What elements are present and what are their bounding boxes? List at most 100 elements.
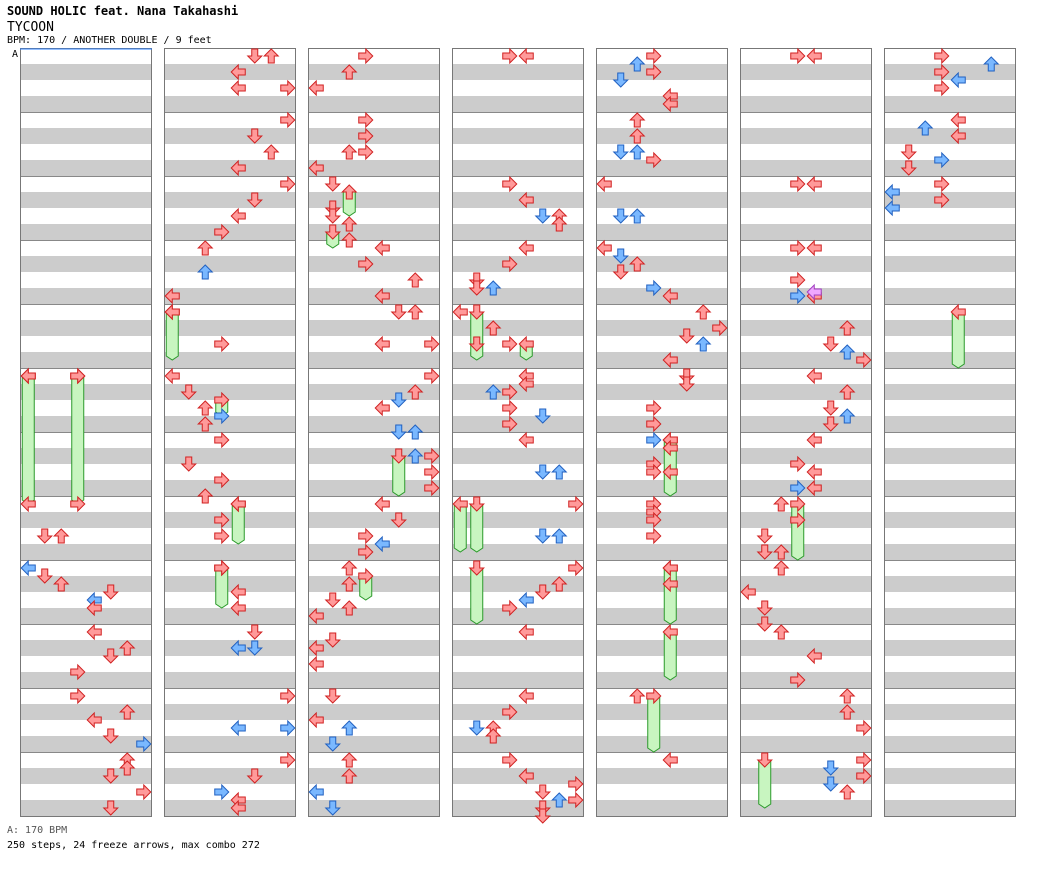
- step-arrow-down: [468, 280, 485, 296]
- step-arrow-left: [20, 367, 36, 385]
- step-arrow-right: [424, 479, 440, 497]
- freeze-arrow-down: [470, 567, 484, 625]
- beat-stripe: [596, 256, 728, 272]
- step-arrow-left: [86, 711, 102, 729]
- step-arrow-right: [424, 463, 440, 481]
- beat-stripe: [884, 512, 1016, 528]
- step-arrow-right: [502, 599, 518, 617]
- beat-stripe: [164, 224, 296, 240]
- beat-stripe: [452, 192, 584, 208]
- step-arrow-down: [612, 144, 629, 160]
- step-arrow-down: [324, 176, 341, 192]
- step-arrow-right: [646, 415, 662, 433]
- step-arrow-left: [230, 639, 246, 657]
- beat-stripe: [164, 128, 296, 144]
- beat-stripe: [20, 672, 152, 688]
- beat-stripe: [740, 352, 872, 368]
- beat-stripe: [164, 256, 296, 272]
- beat-stripe: [164, 96, 296, 112]
- step-arrow-left: [518, 591, 534, 609]
- step-arrow-up: [629, 144, 646, 160]
- step-arrow-right: [646, 463, 662, 481]
- beat-stripe: [308, 576, 440, 592]
- step-arrow-down: [822, 416, 839, 432]
- beat-stripe: [164, 64, 296, 80]
- step-arrow-right: [358, 255, 374, 273]
- beat-stripe: [20, 608, 152, 624]
- beat-stripe: [164, 608, 296, 624]
- bpm-marker: A: [12, 49, 18, 60]
- step-arrow-right: [358, 111, 374, 129]
- step-arrow-up: [263, 144, 280, 160]
- step-arrow-down: [324, 592, 341, 608]
- chart-column: [452, 48, 584, 817]
- beat-stripe: [596, 224, 728, 240]
- step-arrow-down: [612, 208, 629, 224]
- beat-stripe: [740, 64, 872, 80]
- beat-stripe: [20, 320, 152, 336]
- step-arrow-left: [662, 351, 678, 369]
- beat-stripe: [740, 640, 872, 656]
- step-arrow-right: [934, 47, 950, 65]
- beat-stripe: [20, 448, 152, 464]
- beat-stripe: [596, 416, 728, 432]
- freeze-head-up: [341, 184, 358, 200]
- beat-stripe: [596, 544, 728, 560]
- beat-stripe: [164, 480, 296, 496]
- step-arrow-left: [374, 335, 390, 353]
- step-arrow-right: [424, 335, 440, 353]
- step-arrow-right: [502, 399, 518, 417]
- step-arrow-down: [102, 728, 119, 744]
- step-arrow-up: [341, 768, 358, 784]
- step-arrow-left: [884, 183, 900, 201]
- step-arrow-right: [790, 287, 806, 305]
- step-arrow-right: [280, 687, 296, 705]
- beat-stripe: [308, 640, 440, 656]
- beat-stripe: [884, 224, 1016, 240]
- step-arrow-down: [324, 632, 341, 648]
- step-arrow-right: [646, 151, 662, 169]
- step-arrow-left: [806, 175, 822, 193]
- step-arrow-down: [900, 144, 917, 160]
- step-arrow-left: [308, 79, 324, 97]
- step-arrow-down: [324, 208, 341, 224]
- beat-stripe: [164, 512, 296, 528]
- step-arrow-right: [646, 431, 662, 449]
- step-arrow-right: [502, 47, 518, 65]
- beat-stripe: [740, 192, 872, 208]
- beat-stripe: [884, 800, 1016, 816]
- step-arrow-down: [246, 640, 263, 656]
- step-arrow-down: [756, 528, 773, 544]
- step-arrow-left: [86, 623, 102, 641]
- step-arrow-up: [983, 56, 1000, 72]
- freeze-head-right: [646, 687, 662, 705]
- beat-stripe: [740, 224, 872, 240]
- beat-stripe: [308, 512, 440, 528]
- step-arrow-up: [773, 496, 790, 512]
- step-arrow-down: [324, 688, 341, 704]
- step-arrow-left: [374, 287, 390, 305]
- step-arrow-left: [662, 287, 678, 305]
- step-arrow-down: [534, 528, 551, 544]
- step-arrow-down: [390, 424, 407, 440]
- step-arrow-right: [502, 703, 518, 721]
- beat-stripe: [596, 800, 728, 816]
- step-arrow-left: [806, 239, 822, 257]
- step-arrow-down: [246, 624, 263, 640]
- beat-stripe: [740, 384, 872, 400]
- step-arrow-up: [551, 464, 568, 480]
- step-arrow-left: [308, 783, 324, 801]
- freeze-head-left: [518, 335, 534, 353]
- beat-stripe: [452, 480, 584, 496]
- beat-stripe: [308, 544, 440, 560]
- step-arrow-down: [102, 800, 119, 816]
- step-arrow-left: [308, 159, 324, 177]
- step-arrow-right: [358, 527, 374, 545]
- step-arrow-right: [214, 471, 230, 489]
- step-arrow-left: [452, 303, 468, 321]
- step-arrow-right: [424, 367, 440, 385]
- beat-stripe: [164, 800, 296, 816]
- freeze-head-left: [662, 623, 678, 641]
- step-arrow-down: [468, 336, 485, 352]
- step-arrow-up: [551, 216, 568, 232]
